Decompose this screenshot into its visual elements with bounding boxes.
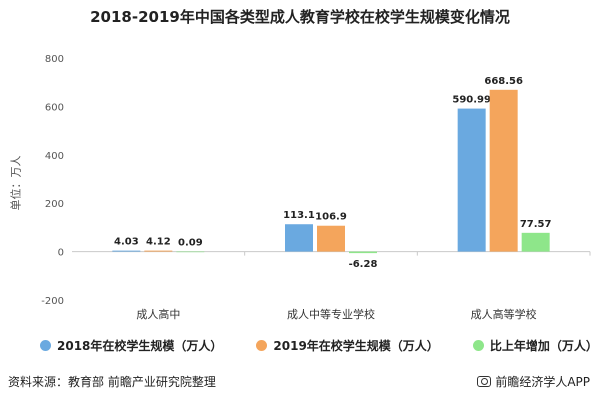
bar-2019 [317,225,345,252]
legend-dot-2019 [256,340,268,351]
y-tick-label: -200 [41,296,64,307]
data-label: -6.28 [349,259,378,270]
data-label: 4.12 [146,237,171,248]
y-tick-label: 800 [45,54,64,65]
legend-item-2018: 2018年在校学生规模（万人） [40,337,222,354]
data-label: 668.56 [484,76,523,87]
x-category-label: 成人中等专业学校 [287,307,375,321]
footer-source: 资料来源：教育部 前瞻产业研究院整理 [8,375,216,389]
legend-dot-2018 [40,340,51,351]
legend-item-change: 比上年增加（万人） [472,337,598,354]
bar-2018 [457,108,486,252]
bar-2019 [144,250,173,252]
footer-app: 前瞻经济学人APP [477,373,590,390]
data-label: 106.9 [315,212,347,223]
bar-2018 [285,224,313,252]
data-label: 0.09 [178,238,203,249]
data-label: 590.99 [452,95,491,106]
x-category-label: 成人高等学校 [471,307,537,321]
footer-app-label: 前瞻经济学人APP [495,375,590,389]
data-label: 113.1 [283,210,315,221]
data-label: 4.03 [114,237,139,248]
legend-item-2019: 2019年在校学生规模（万人） [256,337,439,354]
y-tick-label: 400 [45,151,64,162]
chart-title: 2018-2019年中国各类型成人教育学校在校学生规模变化情况 [90,8,510,26]
bar-2019 [489,89,518,252]
bar-2018 [112,250,141,252]
bar-change [521,232,550,252]
legend-dot-change [472,340,484,351]
camera-icon [477,376,492,387]
x-category-label: 成人高中 [136,307,180,321]
chart-legend: 2018年在校学生规模（万人） 2019年在校学生规模（万人） 比上年增加（万人… [40,337,600,354]
data-label: 77.57 [520,219,552,230]
bar-change [176,251,205,253]
legend-label-2019: 2019年在校学生规模（万人） [273,339,439,353]
bar-change [349,251,377,254]
legend-label-change: 比上年增加（万人） [489,339,598,353]
y-tick-label: 200 [45,199,64,210]
y-tick-label: 0 [58,248,64,259]
legend-label-2018: 2018年在校学生规模（万人） [57,339,223,353]
y-tick-label: 600 [45,102,64,113]
